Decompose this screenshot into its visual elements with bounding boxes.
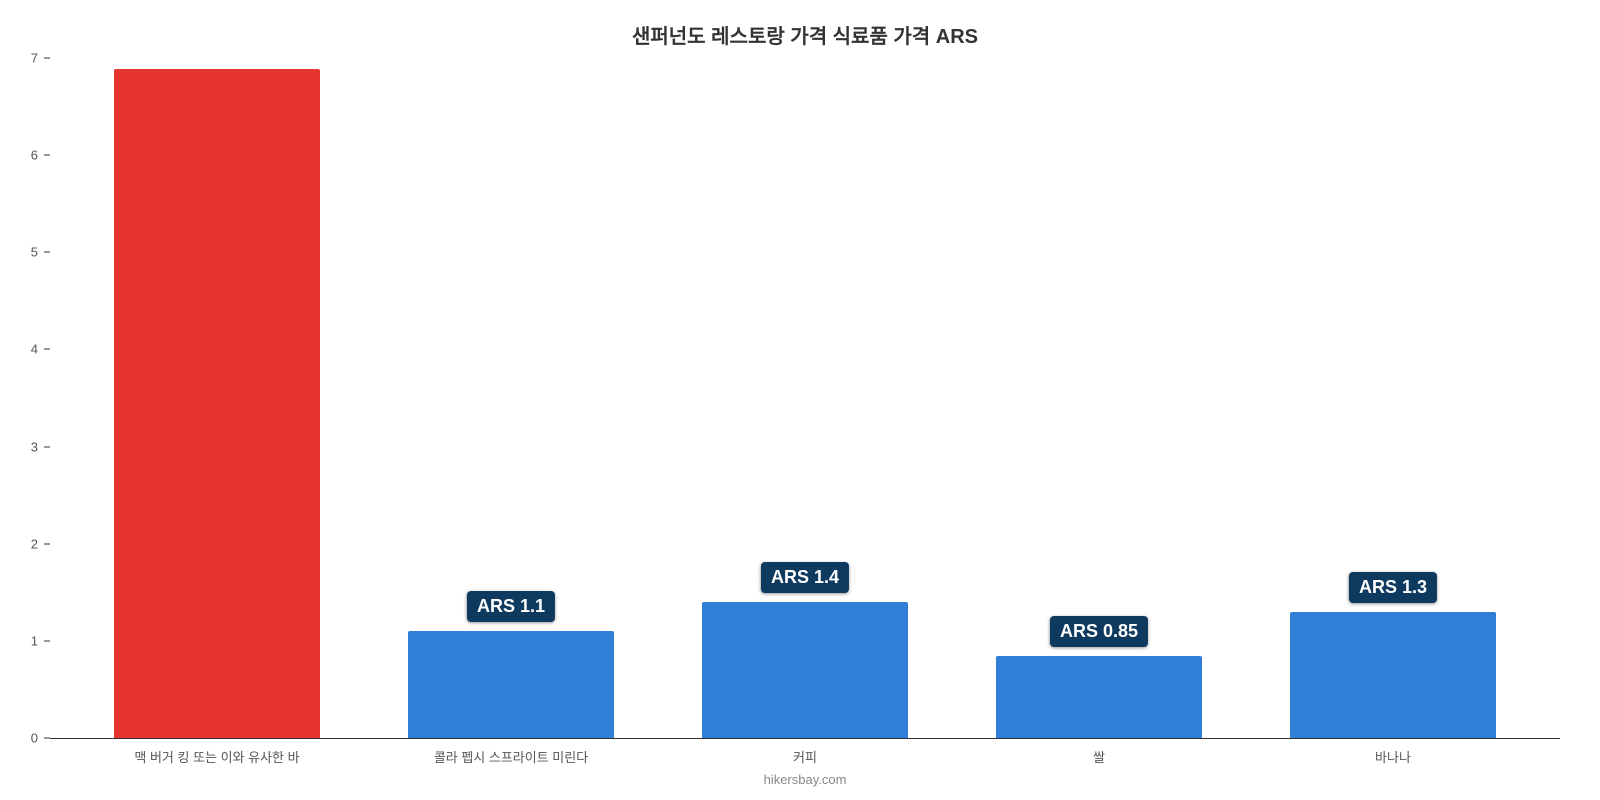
y-tick: 2 bbox=[31, 536, 50, 551]
footer-credit: hikersbay.com bbox=[50, 772, 1560, 787]
plot-area: 01234567 ARS 6.9ARS 1.1ARS 1.4ARS 0.85AR… bbox=[50, 59, 1560, 739]
bar-value-badge: ARS 1.1 bbox=[467, 591, 555, 622]
y-tick: 7 bbox=[31, 51, 50, 66]
x-axis-label: 맥 버거 킹 또는 이와 유사한 바 bbox=[70, 747, 364, 766]
bars-area: ARS 6.9 ARS 1.1 ARS 1.4 ARS 0.85 ARS 1.3 bbox=[50, 59, 1560, 738]
y-tick-label: 4 bbox=[31, 342, 44, 357]
y-tick-label: 0 bbox=[31, 731, 44, 746]
y-tick: 5 bbox=[31, 245, 50, 260]
bar-slot: ARS 0.85 bbox=[952, 59, 1246, 738]
y-tick: 4 bbox=[31, 342, 50, 357]
x-axis-label: 커피 bbox=[658, 747, 952, 766]
y-tick-label: 3 bbox=[31, 439, 44, 454]
bar: ARS 1.1 bbox=[408, 631, 614, 738]
chart-container: 샌퍼넌도 레스토랑 가격 식료품 가격 ARS 0 1 2 3 4 5 6 7 ARS 6.9… bbox=[0, 0, 1600, 800]
y-tick: 0 bbox=[31, 731, 50, 746]
bar-value-badge: ARS 1.3 bbox=[1349, 572, 1437, 603]
bar-slot: ARS 1.4 bbox=[658, 59, 952, 738]
y-tick-label: 2 bbox=[31, 536, 44, 551]
bar-value-badge: ARS 1.4 bbox=[761, 562, 849, 593]
y-tick-label: 7 bbox=[31, 51, 44, 66]
y-axis: 01234567 bbox=[20, 59, 50, 738]
x-axis-label: 콜라 펩시 스프라이트 미린다 bbox=[364, 747, 658, 766]
bar-value-badge: ARS 0.85 bbox=[1050, 616, 1148, 647]
bar: ARS 1.4 bbox=[702, 602, 908, 738]
y-tick: 3 bbox=[31, 439, 50, 454]
y-tick-label: 1 bbox=[31, 633, 44, 648]
x-axis-labels: 맥 버거 킹 또는 이와 유사한 바콜라 펩시 스프라이트 미린다커피쌀바나나 bbox=[50, 739, 1560, 766]
bar: ARS 1.3 bbox=[1290, 612, 1496, 738]
x-axis-label: 쌀 bbox=[952, 747, 1246, 766]
bar: ARS 0.85 bbox=[996, 656, 1202, 738]
y-tick-label: 6 bbox=[31, 148, 44, 163]
bar-slot: ARS 6.9 bbox=[70, 59, 364, 738]
y-tick: 1 bbox=[31, 633, 50, 648]
bar: ARS 6.9 bbox=[114, 69, 320, 738]
y-tick-label: 5 bbox=[31, 245, 44, 260]
y-tick: 6 bbox=[31, 148, 50, 163]
chart-title: 샌퍼넌도 레스토랑 가격 식료품 가격 ARS bbox=[50, 20, 1560, 49]
bar-slot: ARS 1.1 bbox=[364, 59, 658, 738]
x-axis-label: 바나나 bbox=[1246, 747, 1540, 766]
bar-slot: ARS 1.3 bbox=[1246, 59, 1540, 738]
